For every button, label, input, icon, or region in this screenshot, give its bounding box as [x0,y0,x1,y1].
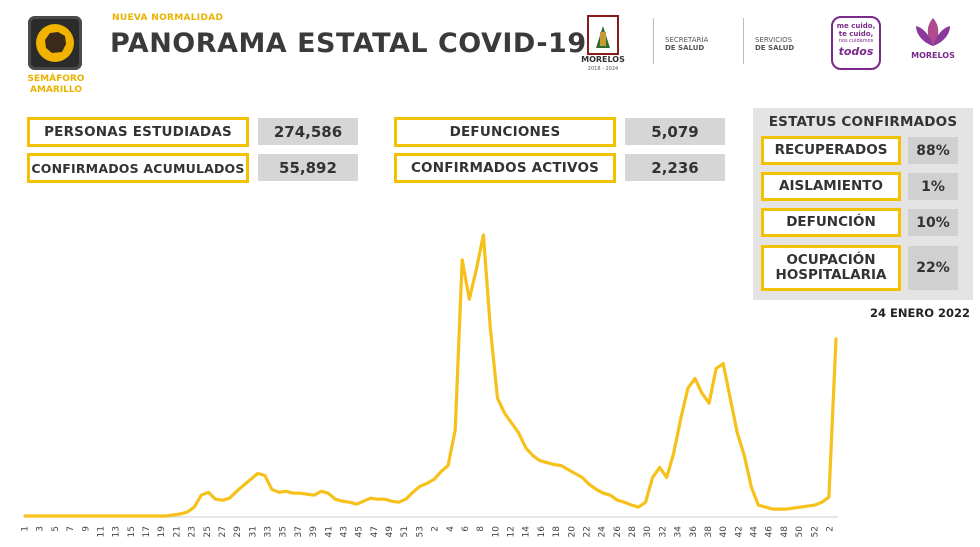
confirmados-acumulados-value: 55,892 [258,154,358,181]
x-tick-label: 39 [309,526,319,538]
page-title: PANORAMA ESTATAL COVID-19 [110,28,587,59]
x-tick-label: 10 [491,526,501,538]
lotus-icon [916,18,950,46]
x-tick-label: 25 [203,526,213,537]
morelos-years: 2018 - 2024 [587,66,619,72]
x-tick-label: 5 [51,526,61,532]
x-tick-label: 33 [264,526,274,537]
campaign-line1: me cuido, [836,22,876,30]
campaign-logo: me cuido, te cuido, nos cuidamos todos [831,16,881,70]
confirmados-acumulados-label: CONFIRMADOS ACUMULADOS [27,153,249,183]
x-tick-label: 19 [157,526,167,538]
ocupacion-value: 22% [908,246,958,290]
x-tick-label: 36 [689,526,699,538]
x-tick-label: 46 [765,526,775,538]
x-tick-label: 15 [127,526,137,537]
confirmados-activos-label: CONFIRMADOS ACTIVOS [394,153,616,183]
x-tick-label: 30 [643,526,653,538]
x-tick-label: 17 [142,526,152,537]
morelos-shield-icon [587,15,619,55]
morelos2-text: MORELOS [911,51,955,60]
x-tick-label: 8 [476,526,486,532]
x-tick-label: 35 [279,526,289,537]
secretaria-logo-line2: DE SALUD [665,44,705,52]
x-tick-label: 49 [385,526,395,538]
x-tick-label: 4 [446,526,456,532]
x-tick-label: 7 [66,526,76,532]
campaign-line4: todos [838,45,874,58]
x-tick-label: 2 [826,526,836,532]
defunciones-label: DEFUNCIONES [394,117,616,147]
campaign-line2: te cuido, [838,30,874,38]
personas-estudiadas-value: 274,586 [258,118,358,145]
ocupacion-label-line2: HOSPITALARIA [775,267,887,283]
x-tick-label: 24 [598,526,608,538]
x-tick-label: 9 [81,526,91,532]
x-tick-label: 44 [750,526,760,538]
subtitle: NUEVA NORMALIDAD [112,13,224,23]
x-tick-label: 51 [400,526,410,537]
x-tick-label: 2 [431,526,441,532]
defuncion-label: DEFUNCIÓN [761,208,901,237]
x-tick-label: 42 [734,526,744,537]
confirmados-activos-value: 2,236 [625,154,725,181]
x-tick-label: 32 [658,526,668,537]
x-tick-label: 37 [294,526,304,537]
x-tick-label: 48 [780,526,790,538]
x-tick-label: 23 [188,526,198,537]
x-tick-label: 34 [674,526,684,538]
morelos-logo: MORELOS 2018 - 2024 [578,14,628,72]
semaforo-label: SEMÁFORO AMARILLO [27,74,85,95]
x-tick-label: 38 [704,526,714,538]
x-tick-label: 3 [36,526,46,532]
x-tick-label: 22 [583,526,593,537]
cases-series-line [23,233,838,518]
divider [653,18,654,64]
x-tick-label: 13 [112,526,122,537]
semaforo-icon [28,16,82,70]
x-tick-label: 12 [507,526,517,537]
servicios-logo-line1: SERVICIOS [755,36,793,44]
x-tick-label: 52 [810,526,820,537]
defuncion-value: 10% [908,209,958,236]
x-tick-label: 16 [537,526,547,538]
x-tick-label: 40 [719,526,729,538]
x-tick-label: 27 [218,526,228,537]
ocupacion-label: OCUPACIÓN HOSPITALARIA [761,245,901,291]
morelos-lotus-logo: MORELOS [908,14,958,74]
morelos-logo-text: MORELOS [581,55,625,64]
x-tick-label: 21 [172,526,182,537]
x-tick-label: 6 [461,526,471,532]
x-tick-label: 31 [248,526,258,537]
x-tick-label: 20 [567,526,577,538]
x-tick-label: 26 [613,526,623,538]
x-tick-label: 18 [552,526,562,538]
x-tick-label: 28 [628,526,638,538]
aislamiento-value: 1% [908,173,958,200]
x-tick-label: 50 [795,526,805,538]
recuperados-label: RECUPERADOS [761,136,901,165]
x-tick-label: 47 [370,526,380,537]
personas-estudiadas-label: PERSONAS ESTUDIADAS [27,117,249,147]
aislamiento-label: AISLAMIENTO [761,172,901,201]
secretaria-logo-line1: SECRETARÍA [665,36,709,44]
recuperados-value: 88% [908,137,958,164]
servicios-logo-line2: DE SALUD [755,44,795,52]
defunciones-value: 5,079 [625,118,725,145]
x-tick-label: 29 [233,526,243,538]
x-tick-label: 41 [324,526,334,537]
x-tick-label: 45 [355,526,365,537]
x-tick-label: 11 [96,526,106,537]
ocupacion-label-line1: OCUPACIÓN [786,252,876,268]
x-tick-labels: 1 3 5 7 9 11 13 15 17 19 21 23 25 27 29 31 33 35 37 39 41 43 4… [21,526,836,538]
status-title: ESTATUS CONFIRMADOS [768,114,958,130]
report-date: 24 ENERO 2022 [870,306,970,320]
x-tick-label: 43 [340,526,350,537]
x-tick-label: 53 [415,526,425,537]
campaign-line3: nos cuidamos [838,38,874,44]
divider [743,18,744,64]
x-tick-label: 14 [522,526,532,538]
x-tick-label: 1 [21,526,31,532]
